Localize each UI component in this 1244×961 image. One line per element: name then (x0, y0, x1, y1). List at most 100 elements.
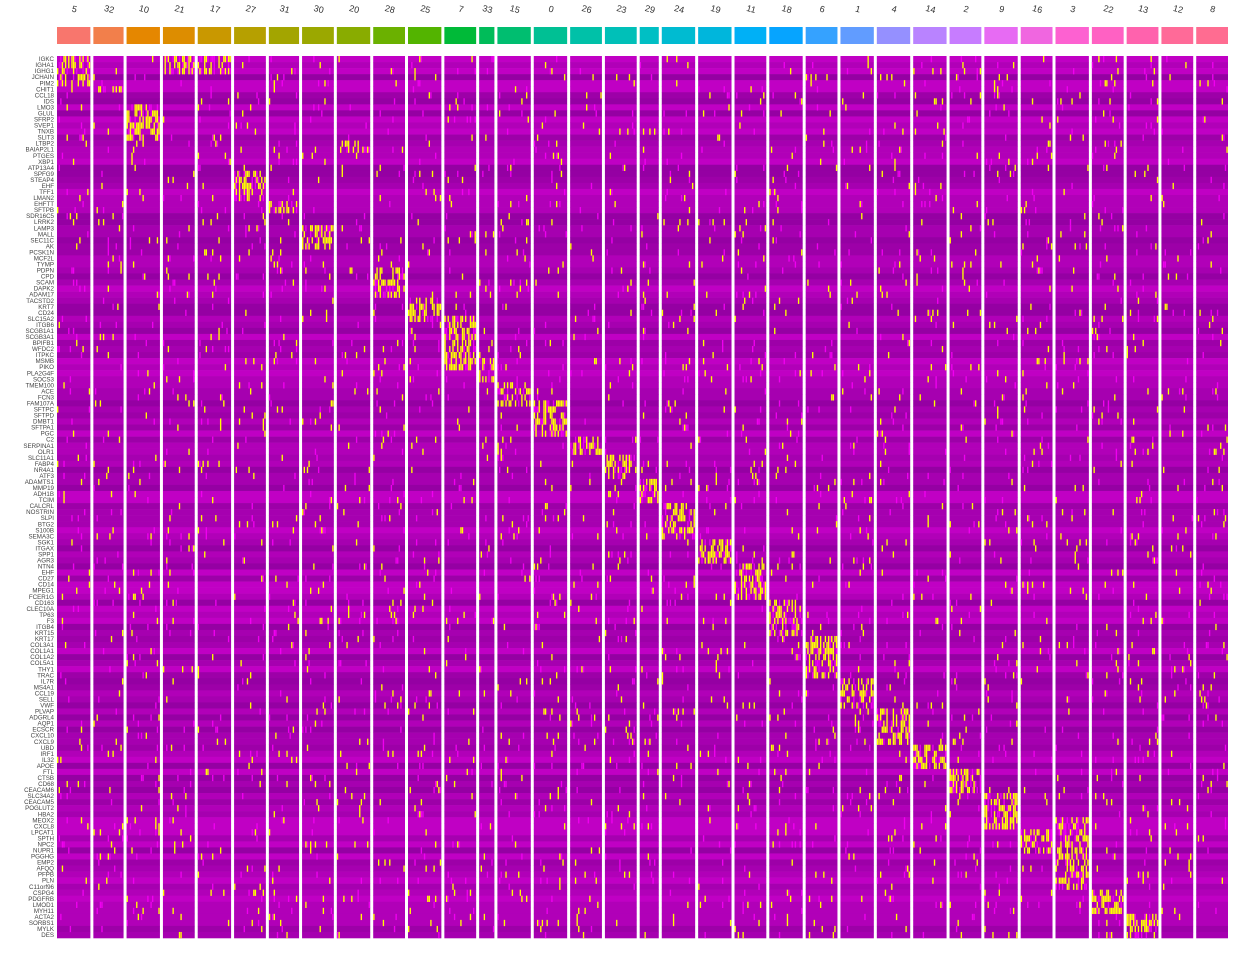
heat-cell (268, 829, 271, 836)
heat-cell (560, 412, 563, 419)
heat-cell (147, 533, 149, 540)
heat-row (126, 448, 160, 456)
heat-cell (182, 841, 184, 848)
heat-row (444, 907, 477, 915)
heat-row (570, 762, 602, 770)
heat-cell (460, 321, 462, 329)
heat-cell (207, 273, 209, 280)
heat-row (302, 412, 334, 419)
heat-cell (453, 321, 456, 329)
heat-cell (385, 243, 388, 250)
gene-label: JCHAIN (32, 74, 54, 81)
heat-row (197, 732, 232, 739)
heat-row (479, 617, 495, 625)
heat-row (570, 140, 602, 147)
heat-row (268, 925, 300, 933)
heat-row (533, 702, 568, 709)
heat-row (234, 285, 266, 292)
heat-cell (243, 170, 245, 178)
heat-cell (557, 732, 559, 739)
heat-cell (420, 847, 423, 854)
heat-row (197, 931, 232, 939)
heat-cell (407, 889, 410, 896)
heat-cell (360, 678, 363, 685)
heat-row (234, 678, 266, 685)
heat-cell (556, 200, 558, 208)
heat-cell (178, 231, 181, 238)
heat-cell (516, 533, 518, 540)
heat-cell (202, 744, 204, 751)
heat-cell (142, 273, 144, 280)
gene-label: PLVAP (35, 709, 54, 716)
heat-row (336, 182, 371, 190)
heat-cell (447, 635, 449, 643)
heat-cell (471, 56, 473, 63)
heat-row (444, 732, 477, 739)
heat-cell (205, 345, 208, 353)
heat-row (570, 738, 602, 745)
heat-row (407, 200, 442, 208)
heat-cell (66, 188, 68, 196)
heat-cell (480, 666, 482, 673)
heat-row (234, 901, 266, 909)
heat-row (444, 756, 477, 764)
heat-row (268, 786, 300, 794)
heat-cell (172, 388, 174, 395)
heat-cell (189, 629, 192, 637)
heat-row (197, 442, 232, 449)
heat-row (302, 484, 334, 492)
heat-cell (438, 309, 440, 316)
heat-row (570, 744, 602, 752)
heat-cell (199, 352, 201, 359)
heat-cell (398, 509, 400, 516)
gene-label: LMAN2 (33, 195, 54, 202)
heat-cell (249, 182, 252, 190)
heat-cell (379, 194, 381, 202)
heat-cell (355, 768, 358, 776)
heat-row (373, 931, 405, 939)
heat-row (302, 182, 334, 190)
heat-cell (197, 104, 200, 111)
heat-cell (235, 188, 238, 196)
heat-row (268, 182, 300, 190)
heat-row (197, 484, 232, 492)
heat-row (197, 581, 232, 588)
heat-cell (264, 176, 266, 184)
heat-row (57, 484, 91, 492)
heat-cell (376, 388, 378, 395)
heat-cell (457, 104, 459, 111)
heat-row (57, 285, 91, 292)
heat-cell (262, 273, 265, 280)
heat-row (302, 164, 334, 172)
heat-cell (324, 158, 326, 165)
heat-row (479, 472, 495, 480)
heat-cell (549, 406, 552, 413)
heat-row (570, 793, 602, 800)
heat-cell (471, 104, 473, 111)
heat-row (570, 249, 602, 256)
heat-cell (79, 134, 81, 141)
heat-row (57, 720, 91, 727)
heat-cell (549, 599, 552, 606)
heat-row (444, 490, 477, 498)
heat-cell (294, 128, 296, 135)
heat-row (234, 358, 266, 365)
heat-cell (563, 611, 566, 619)
heat-row (93, 527, 124, 534)
heat-row (302, 925, 334, 933)
heat-cell (60, 756, 62, 764)
heat-cell (259, 170, 261, 178)
heat-cell (474, 358, 476, 365)
heat-cell (513, 533, 515, 540)
heat-row (162, 388, 195, 395)
heat-row (444, 448, 477, 456)
heat-cell (193, 545, 195, 552)
heat-row (570, 720, 602, 727)
heat-cell (156, 841, 159, 848)
heat-row (268, 255, 300, 262)
heat-row (197, 418, 232, 425)
heat-cell (212, 883, 214, 890)
heat-cell (251, 774, 253, 782)
heat-cell (461, 327, 464, 335)
heat-row (126, 225, 160, 232)
